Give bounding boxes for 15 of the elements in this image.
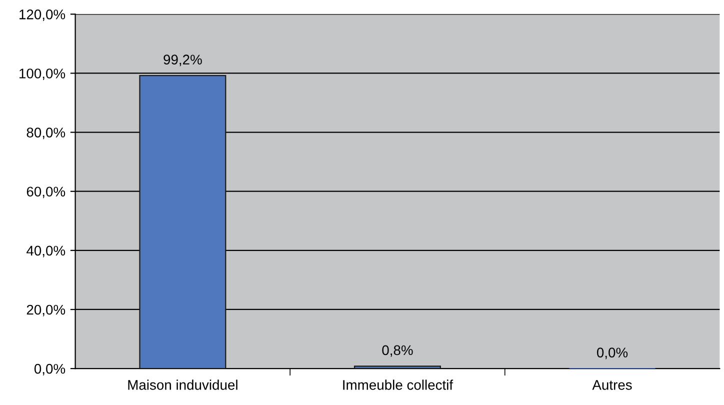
y-tick-label: 60,0%	[26, 186, 66, 198]
x-tick-label: Maison induviduel	[128, 380, 238, 390]
data-label: 99,2%	[164, 54, 202, 66]
x-tick-label: Immeuble collectif	[343, 380, 454, 390]
x-tick-label: Autres	[592, 380, 632, 390]
y-tick-label: 20,0%	[26, 304, 66, 316]
y-tick-label: 120,0%	[20, 10, 66, 21]
data-label: 0,0%	[596, 348, 628, 360]
data-label: 0,8%	[382, 345, 413, 357]
y-tick-label: 80,0%	[26, 128, 66, 140]
bar	[139, 75, 226, 369]
y-tick-label: 100,0%	[20, 68, 66, 80]
y-tick-label: 0,0%	[34, 364, 66, 376]
bar	[354, 366, 441, 369]
y-tick-label: 40,0%	[26, 246, 66, 258]
